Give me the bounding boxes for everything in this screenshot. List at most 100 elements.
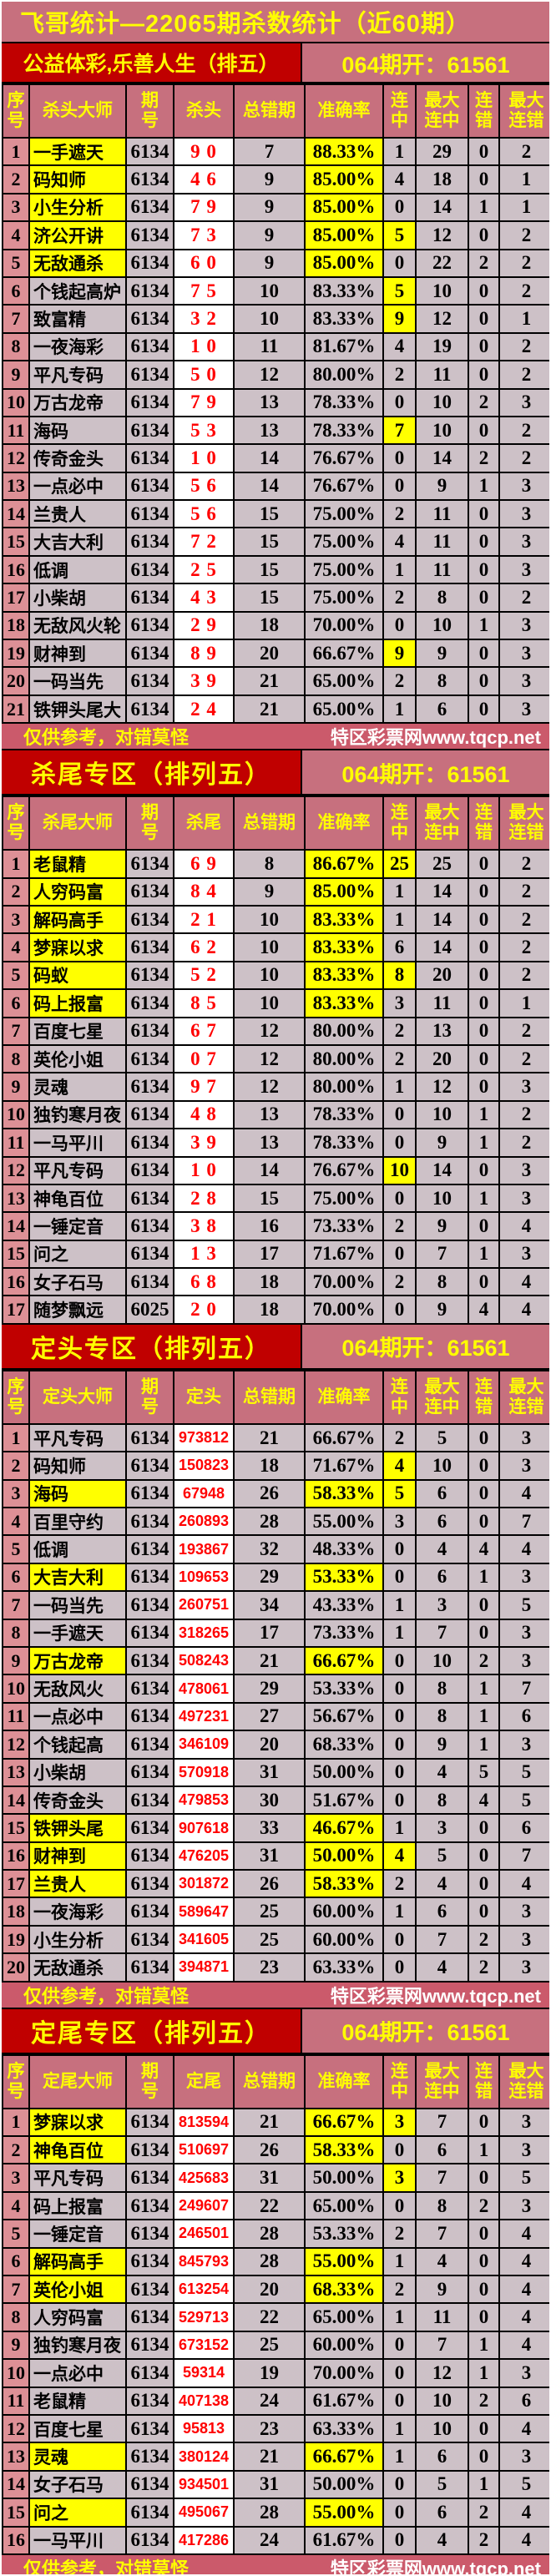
cell-issue-count: 6134 (125, 2469, 174, 2500)
cell-accuracy: 56.67% (304, 1701, 384, 1732)
table-row: 2 码知师 6134 150823 18 71.67% 4 10 0 3 (2, 1451, 549, 1481)
cell-max-streak-miss: 3 (498, 1422, 549, 1453)
cell-max-streak-hit: 10 (415, 610, 469, 641)
cell-issue-count: 6134 (125, 2302, 174, 2332)
cell-max-streak-miss: 2 (498, 876, 549, 907)
cell-master-name: 一马平川 (28, 1128, 127, 1158)
table-row: 19 小生分析 6134 341605 25 60.00% 0 7 2 3 (2, 1924, 549, 1955)
cell-max-streak-hit: 4 (415, 1952, 469, 1983)
cell-index: 14 (2, 1785, 30, 1816)
cell-max-streak-miss: 3 (498, 1239, 549, 1270)
cell-total-wrong: 34 (233, 1590, 306, 1620)
column-header-issue: 期 号 (125, 796, 174, 851)
cell-accuracy: 65.00% (304, 694, 384, 725)
column-header-acc: 准确率 (304, 1369, 384, 1425)
cell-master-name: 一锤定音 (28, 1211, 127, 1241)
column-header-wrong: 总错期 (233, 796, 306, 851)
column-header-wrong: 总错期 (233, 2053, 306, 2109)
cell-kill-numbers: 301872 (173, 1869, 235, 1899)
cell-total-wrong: 13 (233, 387, 306, 417)
column-header-wrong: 总错期 (233, 1369, 306, 1425)
column-header-issue: 期 号 (125, 2053, 174, 2109)
cell-index: 15 (2, 1813, 30, 1843)
cell-master-name: 码蚁 (28, 960, 127, 991)
cell-streak-hit: 0 (382, 471, 417, 502)
cell-master-name: 人穷码富 (28, 2302, 127, 2332)
cell-max-streak-miss: 3 (498, 527, 549, 557)
cell-max-streak-hit: 14 (415, 192, 469, 223)
cell-total-wrong: 13 (233, 1128, 306, 1158)
cell-max-streak-hit: 8 (415, 583, 469, 613)
cell-issue-count: 6134 (125, 639, 174, 669)
cell-issue-count: 6134 (125, 2219, 174, 2249)
cell-max-streak-miss: 3 (498, 1183, 549, 1214)
cell-total-wrong: 7 (233, 136, 306, 167)
cell-total-wrong: 10 (233, 932, 306, 962)
cell-index: 5 (2, 1534, 30, 1564)
cell-streak-hit: 5 (382, 1478, 417, 1509)
cell-total-wrong: 12 (233, 1043, 306, 1074)
cell-kill-numbers: 2 1 (173, 904, 235, 935)
cell-max-streak-hit: 10 (415, 2386, 469, 2416)
cell-streak-hit: 1 (382, 1590, 417, 1620)
cell-master-name: 神龟百位 (28, 1183, 127, 1214)
cell-streak-hit: 1 (382, 1618, 417, 1648)
cell-streak-miss: 2 (468, 387, 500, 417)
cell-max-streak-miss: 4 (498, 2302, 549, 2332)
table-row: 9 独钓寒月夜 6134 673152 25 60.00% 0 7 1 4 (2, 2330, 549, 2361)
cell-issue-count: 6134 (125, 471, 174, 502)
cell-kill-numbers: 510697 (173, 2135, 235, 2165)
cell-accuracy: 70.00% (304, 2358, 384, 2388)
cell-total-wrong: 15 (233, 554, 306, 585)
cell-issue-count: 6134 (125, 387, 174, 417)
cell-index: 5 (2, 248, 30, 278)
cell-kill-numbers: 8 4 (173, 876, 235, 907)
cell-max-streak-hit: 7 (415, 1239, 469, 1270)
cell-streak-hit: 4 (382, 1451, 417, 1481)
table-row: 8 人穷码富 6134 529713 22 65.00% 1 11 0 4 (2, 2302, 549, 2332)
cell-master-name: 传奇金头 (28, 1785, 127, 1816)
cell-issue-count: 6134 (125, 2135, 174, 2165)
cell-streak-miss: 0 (468, 2442, 500, 2472)
cell-master-name: 一码当先 (28, 666, 127, 696)
cell-accuracy: 66.67% (304, 2107, 384, 2138)
cell-max-streak-hit: 20 (415, 1043, 469, 1074)
cell-streak-hit: 0 (382, 192, 417, 223)
table-row: 8 一手遮天 6134 318265 17 73.33% 1 7 0 3 (2, 1618, 549, 1648)
column-header-kill: 定尾 (173, 2053, 235, 2109)
column-header-kill: 杀头 (173, 83, 235, 139)
cell-kill-numbers: 7 9 (173, 192, 235, 223)
cell-index: 13 (2, 1757, 30, 1787)
cell-streak-hit: 0 (382, 2386, 417, 2416)
cell-streak-miss: 0 (468, 904, 500, 935)
cell-total-wrong: 30 (233, 1785, 306, 1816)
stats-table: 序 号定头大师期 号定头 总错期 准确率连 中最大 连中连 错最大 连错 1 平凡专码 6… (2, 1369, 549, 1983)
cell-streak-hit: 2 (382, 499, 417, 529)
cell-index: 19 (2, 1924, 30, 1955)
cell-master-name: 无敌通杀 (28, 248, 127, 278)
section-title: 定尾专区（排列五） (2, 2008, 302, 2053)
cell-master-name: 兰贵人 (28, 499, 127, 529)
cell-kill-numbers: 495067 (173, 2498, 235, 2528)
cell-max-streak-miss: 5 (498, 1757, 549, 1787)
cell-kill-numbers: 7 3 (173, 220, 235, 250)
cell-kill-numbers: 6 0 (173, 248, 235, 278)
cell-total-wrong: 28 (233, 2246, 306, 2277)
cell-streak-hit: 0 (382, 1295, 417, 1325)
cell-kill-numbers: 67948 (173, 1478, 235, 1509)
cell-master-name: 随梦飘远 (28, 1295, 127, 1325)
cell-total-wrong: 16 (233, 1211, 306, 1241)
cell-issue-count: 6134 (125, 527, 174, 557)
cell-streak-hit: 5 (382, 220, 417, 250)
cell-accuracy: 76.67% (304, 471, 384, 502)
table-row: 12 平凡专码 6134 1 0 14 76.67% 10 14 0 3 (2, 1155, 549, 1185)
cell-max-streak-hit: 12 (415, 2358, 469, 2388)
table-row: 9 平凡专码 6134 5 0 12 80.00% 2 11 0 2 (2, 360, 549, 390)
cell-streak-hit: 0 (382, 1099, 417, 1130)
cell-max-streak-miss: 3 (498, 666, 549, 696)
cell-max-streak-miss: 2 (498, 583, 549, 613)
cell-issue-count: 6134 (125, 2358, 174, 2388)
cell-kill-numbers: 3 9 (173, 1128, 235, 1158)
cell-max-streak-miss: 4 (498, 2219, 549, 2249)
cell-max-streak-hit: 6 (415, 1507, 469, 1537)
